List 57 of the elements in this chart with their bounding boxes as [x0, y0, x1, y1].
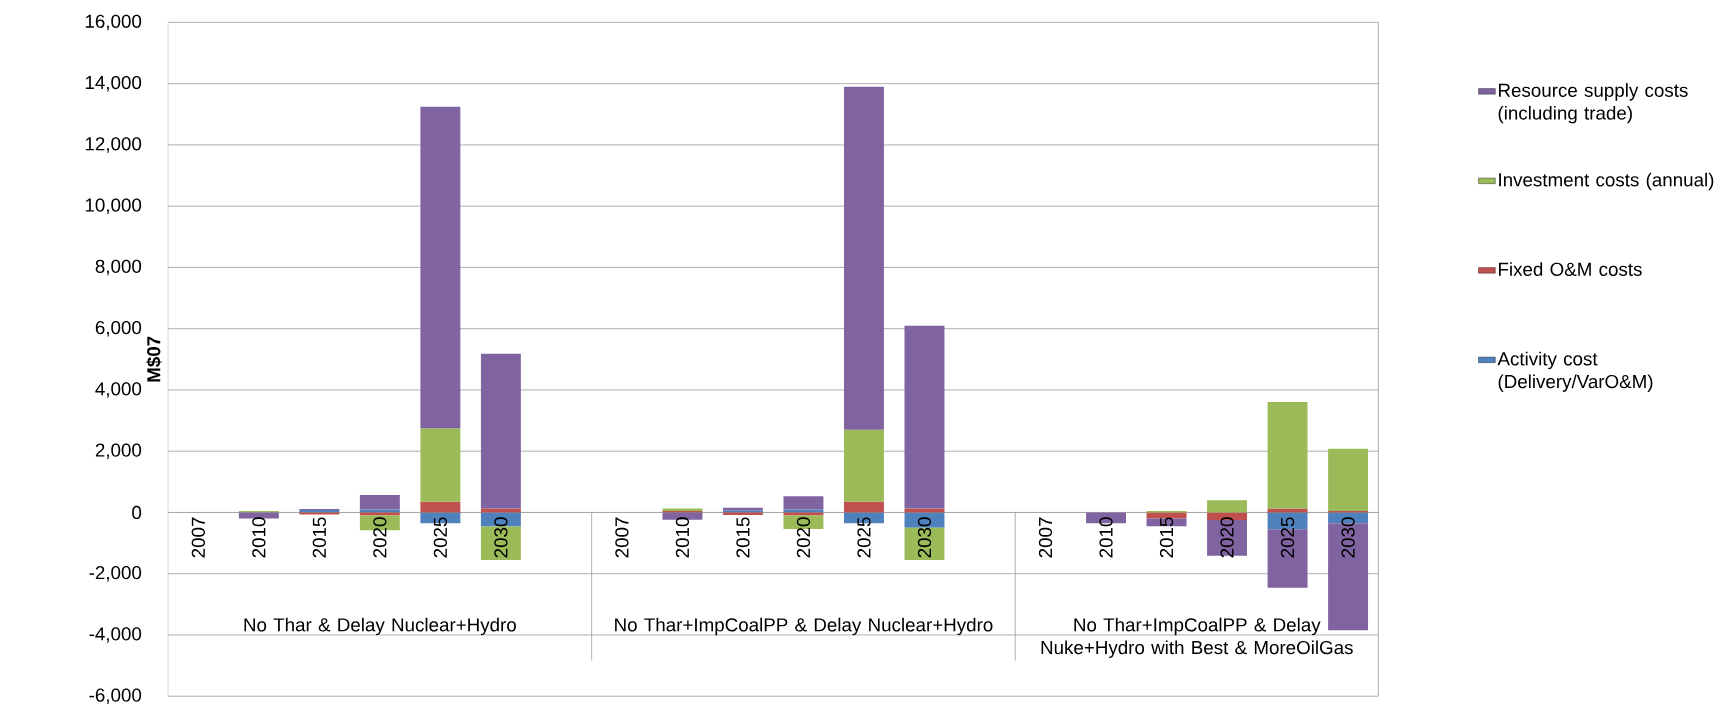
- legend-label: Fixed O&M costs: [1499, 261, 1642, 276]
- bar: [1207, 519, 1248, 556]
- bar: [904, 508, 945, 513]
- x-tick-label: 2015: [736, 517, 750, 558]
- y-tick-label: 4,000: [95, 382, 142, 398]
- x-tick-label: 2007: [191, 517, 205, 558]
- bar: [359, 494, 400, 510]
- bar: [480, 353, 521, 509]
- x-tick-label: 2010: [1099, 517, 1113, 558]
- y-tick-label: 6,000: [95, 320, 142, 337]
- annotation: No Thar+ImpCoalPP & Delay Nuke+Hydro with Best & MoreOilGas: [1041, 617, 1353, 658]
- y-axis-title: M$07: [146, 336, 162, 382]
- x-tick-label: 2007: [615, 517, 629, 558]
- y-tick-label: 2,000: [95, 443, 142, 459]
- y-tick-label: 10,000: [85, 198, 142, 214]
- bar: [420, 428, 461, 502]
- bar: [844, 501, 884, 513]
- bar: [480, 508, 521, 513]
- y-tick-label: 16,000: [85, 14, 142, 30]
- x-tick-label: 2030: [1341, 517, 1355, 558]
- x-tick-label: 2030: [494, 517, 508, 558]
- bar: [844, 429, 884, 502]
- x-tick-label: 2030: [917, 517, 932, 558]
- bar: [1207, 500, 1248, 513]
- x-tick-label: 2007: [1038, 517, 1053, 558]
- x-tick-label: 2020: [1220, 517, 1234, 558]
- y-tick-label: 0: [132, 505, 142, 519]
- bar: [1146, 512, 1187, 519]
- bar: [844, 86, 884, 430]
- x-tick-label: 2025: [857, 517, 871, 558]
- x-tick-label: 2025: [433, 517, 448, 558]
- y-tick-label: -4,000: [89, 627, 142, 643]
- y-tick-label: 14,000: [85, 75, 142, 92]
- y-tick-label: 8,000: [95, 259, 142, 276]
- y-tick-label: -2,000: [89, 565, 142, 582]
- x-tick-label: 2010: [252, 517, 266, 558]
- bar: [783, 496, 824, 510]
- bar: [1267, 401, 1308, 509]
- x-tick-label: 2015: [1159, 517, 1174, 558]
- bar: [1328, 448, 1369, 511]
- legend-label: Activity cost (Delivery/VarO&M): [1497, 351, 1653, 392]
- y-tick-label: -6,000: [89, 688, 142, 704]
- legend-label: Resource supply costs (including trade): [1498, 82, 1688, 124]
- bar: [904, 325, 945, 509]
- x-tick-label: 2025: [1280, 517, 1295, 558]
- bar: [420, 501, 461, 513]
- x-tick-label: 2010: [675, 517, 690, 558]
- legend-label: Investment costs (annual): [1499, 172, 1714, 190]
- y-tick-label: 12,000: [85, 136, 142, 153]
- x-tick-label: 2015: [312, 517, 326, 558]
- bar: [1267, 508, 1308, 513]
- annotation: No Thar+ImpCoalPP & Delay Nuclear+Hydro: [615, 617, 993, 636]
- x-tick-label: 2020: [796, 517, 811, 558]
- x-tick-label: 2020: [373, 517, 387, 558]
- bar: [420, 106, 461, 429]
- bar: [238, 512, 279, 519]
- annotation: No Thar & Delay Nuclear+Hydro: [244, 617, 516, 636]
